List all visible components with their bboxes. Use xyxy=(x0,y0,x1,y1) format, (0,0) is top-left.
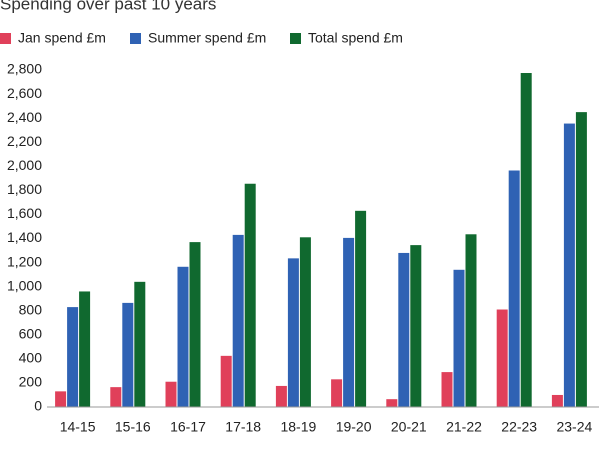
legend-swatch xyxy=(290,33,301,44)
y-tick-label: 2,200 xyxy=(7,133,42,149)
bar xyxy=(343,237,355,407)
x-tick-label: 18-19 xyxy=(280,419,316,435)
y-tick-label: 0 xyxy=(34,398,42,414)
y-tick-label: 800 xyxy=(19,301,43,317)
bar xyxy=(441,372,453,407)
bar xyxy=(275,385,287,407)
x-tick-label: 21-22 xyxy=(446,419,482,435)
x-tick-label: 20-21 xyxy=(391,419,427,435)
bar xyxy=(496,309,508,407)
bar xyxy=(134,281,146,407)
y-tick-label: 1,600 xyxy=(7,205,42,221)
y-tick-label: 1,000 xyxy=(7,277,42,293)
y-tick-label: 200 xyxy=(19,374,43,390)
bar xyxy=(465,234,477,407)
bar xyxy=(508,170,520,407)
y-tick-label: 400 xyxy=(19,350,43,366)
y-tick-label: 1,400 xyxy=(7,229,42,245)
bar xyxy=(551,394,563,407)
y-tick-label: 2,600 xyxy=(7,85,42,101)
bar xyxy=(398,252,410,407)
bar xyxy=(520,73,532,408)
x-tick-label: 19-20 xyxy=(336,419,372,435)
bar xyxy=(220,355,232,407)
y-tick-label: 2,800 xyxy=(7,61,42,77)
x-tick-label: 17-18 xyxy=(225,419,261,435)
bar xyxy=(331,379,343,407)
y-tick-label: 2,000 xyxy=(7,157,42,173)
legend-swatch xyxy=(0,33,11,44)
y-tick-label: 1,200 xyxy=(7,253,42,269)
y-tick-label: 2,400 xyxy=(7,109,42,125)
bar xyxy=(453,269,465,407)
legend-label: Total spend £m xyxy=(308,30,403,46)
x-tick-label: 22-23 xyxy=(501,419,537,435)
bar xyxy=(563,123,575,407)
bar xyxy=(355,210,367,407)
bar xyxy=(110,387,122,407)
x-tick-label: 16-17 xyxy=(170,419,206,435)
bar xyxy=(287,258,299,407)
bar xyxy=(165,381,177,407)
bar xyxy=(232,234,244,407)
bar xyxy=(244,183,256,407)
chart-title: Spending over past 10 years xyxy=(0,0,216,13)
bar xyxy=(55,391,67,407)
legend-label: Jan spend £m xyxy=(18,30,106,46)
bar xyxy=(79,291,91,407)
legend-swatch xyxy=(130,33,141,44)
bar xyxy=(410,245,422,407)
x-tick-label: 15-16 xyxy=(115,419,151,435)
bar xyxy=(189,242,201,407)
x-tick-label: 23-24 xyxy=(556,419,592,435)
legend-label: Summer spend £m xyxy=(148,30,266,46)
bar xyxy=(67,307,79,407)
bar xyxy=(122,302,134,407)
y-tick-label: 1,800 xyxy=(7,181,42,197)
bar xyxy=(299,237,311,407)
bar xyxy=(386,399,398,407)
x-tick-label: 14-15 xyxy=(60,419,96,435)
bar xyxy=(575,112,587,407)
y-tick-label: 600 xyxy=(19,325,43,341)
bar xyxy=(177,266,189,407)
